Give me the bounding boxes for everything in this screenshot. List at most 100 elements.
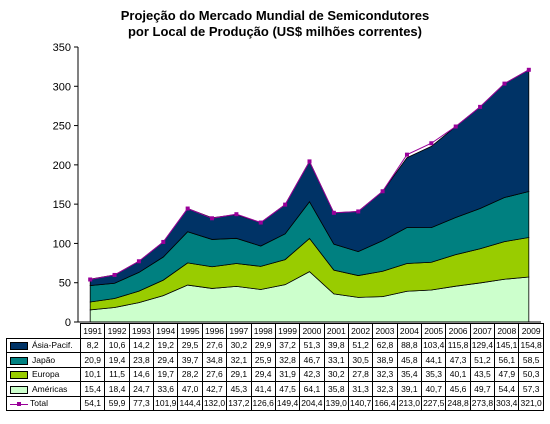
data-label: 144,4 <box>177 395 203 411</box>
data-label: 54,4 <box>494 381 520 397</box>
data-label: 40,1 <box>445 366 471 382</box>
data-label: 10,6 <box>104 337 130 353</box>
total-marker <box>307 159 312 164</box>
total-marker <box>185 206 190 211</box>
data-label: 47,5 <box>274 381 301 397</box>
y-tick-label: 300 <box>53 81 71 93</box>
total-marker <box>283 202 288 207</box>
table-row-total: Total 54,1 59,9 77,3 101,9 144,4 132,0 137,2 126… <box>6 395 544 411</box>
data-label: 35,3 <box>421 366 447 382</box>
series-name: Américas <box>32 383 68 394</box>
data-label: 37,2 <box>274 337 301 353</box>
data-label: 129,4 <box>469 337 496 353</box>
data-label: 62,8 <box>372 337 398 353</box>
x-tick-label: 1991 <box>79 323 106 339</box>
total-marker <box>234 212 239 217</box>
x-tick-label: 2001 <box>323 323 349 339</box>
total-marker <box>453 124 458 129</box>
data-label: 47,9 <box>494 366 520 382</box>
table-row-americas: Américas 15,4 18,4 24,7 33,6 47,0 42,7 45,3 41,4… <box>6 381 544 397</box>
data-label: 31,9 <box>274 366 301 382</box>
data-label: 88,8 <box>396 337 423 353</box>
data-label: 204,4 <box>299 395 325 411</box>
data-label: 33,1 <box>323 352 349 368</box>
x-tick-label: 2000 <box>299 323 325 339</box>
data-label: 24,7 <box>128 381 155 397</box>
data-label: 32,1 <box>226 352 252 368</box>
y-tick-label: 250 <box>53 121 71 133</box>
series-label: Ásia-Pacif. <box>6 337 81 353</box>
data-label: 46,7 <box>299 352 325 368</box>
data-label: 30,5 <box>347 352 374 368</box>
x-tick-label: 1992 <box>104 323 130 339</box>
x-tick-label: 2005 <box>421 323 447 339</box>
total-marker <box>356 209 361 214</box>
data-label: 19,4 <box>104 352 130 368</box>
table-row-europa: Europa 10,1 11,5 14,6 19,7 28,2 27,6 29,1 29,4 31… <box>6 366 544 382</box>
data-label: 115,8 <box>445 337 471 353</box>
x-tick-label: 2002 <box>347 323 374 339</box>
legend-swatch <box>10 356 28 365</box>
data-label: 42,7 <box>201 381 228 397</box>
chart-title: Projeção do Mercado Mundial de Semicondu… <box>0 8 550 40</box>
x-tick-label: 1993 <box>128 323 155 339</box>
data-label: 27,8 <box>347 366 374 382</box>
x-tick-label: 2009 <box>518 323 544 339</box>
table-row-japao: Japão 20,9 19,4 23,8 29,4 39,7 34,8 32,1 25,9 32,… <box>6 352 544 368</box>
data-label: 29,5 <box>177 337 203 353</box>
data-label: 273,8 <box>469 395 496 411</box>
data-label: 51,2 <box>469 352 496 368</box>
data-label: 35,4 <box>396 366 423 382</box>
data-label: 64,1 <box>299 381 325 397</box>
data-label: 47,3 <box>445 352 471 368</box>
data-label: 166,4 <box>372 395 398 411</box>
data-label: 41,4 <box>250 381 276 397</box>
table-row-asia-pacif: Ásia-Pacif. 8,2 10,6 14,2 19,2 29,5 27,6 30,2 29… <box>6 337 544 353</box>
series-label: Total <box>6 395 81 411</box>
x-tick-label: 2006 <box>445 323 471 339</box>
data-label: 29,4 <box>153 352 179 368</box>
data-label: 137,2 <box>226 395 252 411</box>
data-label: 19,7 <box>153 366 179 382</box>
y-tick-label: 350 <box>53 42 71 54</box>
data-label: 23,8 <box>128 352 155 368</box>
series-label: Américas <box>6 381 81 397</box>
data-label: 39,1 <box>396 381 423 397</box>
data-label: 15,4 <box>79 381 106 397</box>
data-label: 132,0 <box>201 395 228 411</box>
x-tick-label: 2007 <box>469 323 496 339</box>
series-label: Japão <box>6 352 81 368</box>
data-label: 33,6 <box>153 381 179 397</box>
data-label: 51,3 <box>299 337 325 353</box>
data-label: 28,2 <box>177 366 203 382</box>
chart-title-line-1: Projeção do Mercado Mundial de Semicondu… <box>120 8 430 23</box>
table-corner <box>7 324 81 339</box>
data-label: 31,3 <box>347 381 374 397</box>
y-tick-label: 100 <box>53 238 71 250</box>
data-label: 30,2 <box>226 337 252 353</box>
total-marker <box>478 104 483 109</box>
data-label: 45,8 <box>396 352 423 368</box>
y-tick-label: 0 <box>65 317 71 329</box>
total-marker <box>331 210 336 215</box>
data-label: 10,1 <box>79 366 106 382</box>
data-label: 77,3 <box>128 395 155 411</box>
y-tick-label: 50 <box>59 278 71 290</box>
legend-line-swatch <box>10 401 28 408</box>
data-label: 101,9 <box>153 395 179 411</box>
chart-title-line-2: por Local de Produção (US$ milhões corre… <box>127 24 422 39</box>
legend-swatch <box>10 371 28 379</box>
data-label: 51,2 <box>347 337 374 353</box>
data-label: 18,4 <box>104 381 130 397</box>
x-tick-label: 2008 <box>494 323 520 339</box>
x-tick-label: 1996 <box>201 323 228 339</box>
total-marker <box>161 239 166 244</box>
total-marker <box>210 216 215 221</box>
series-name: Ásia-Pacif. <box>32 340 73 351</box>
x-tick-label: 1997 <box>226 323 252 339</box>
data-label: 25,9 <box>250 352 276 368</box>
data-label: 8,2 <box>79 337 106 353</box>
data-label: 103,4 <box>421 337 447 353</box>
data-label: 40,7 <box>421 381 447 397</box>
